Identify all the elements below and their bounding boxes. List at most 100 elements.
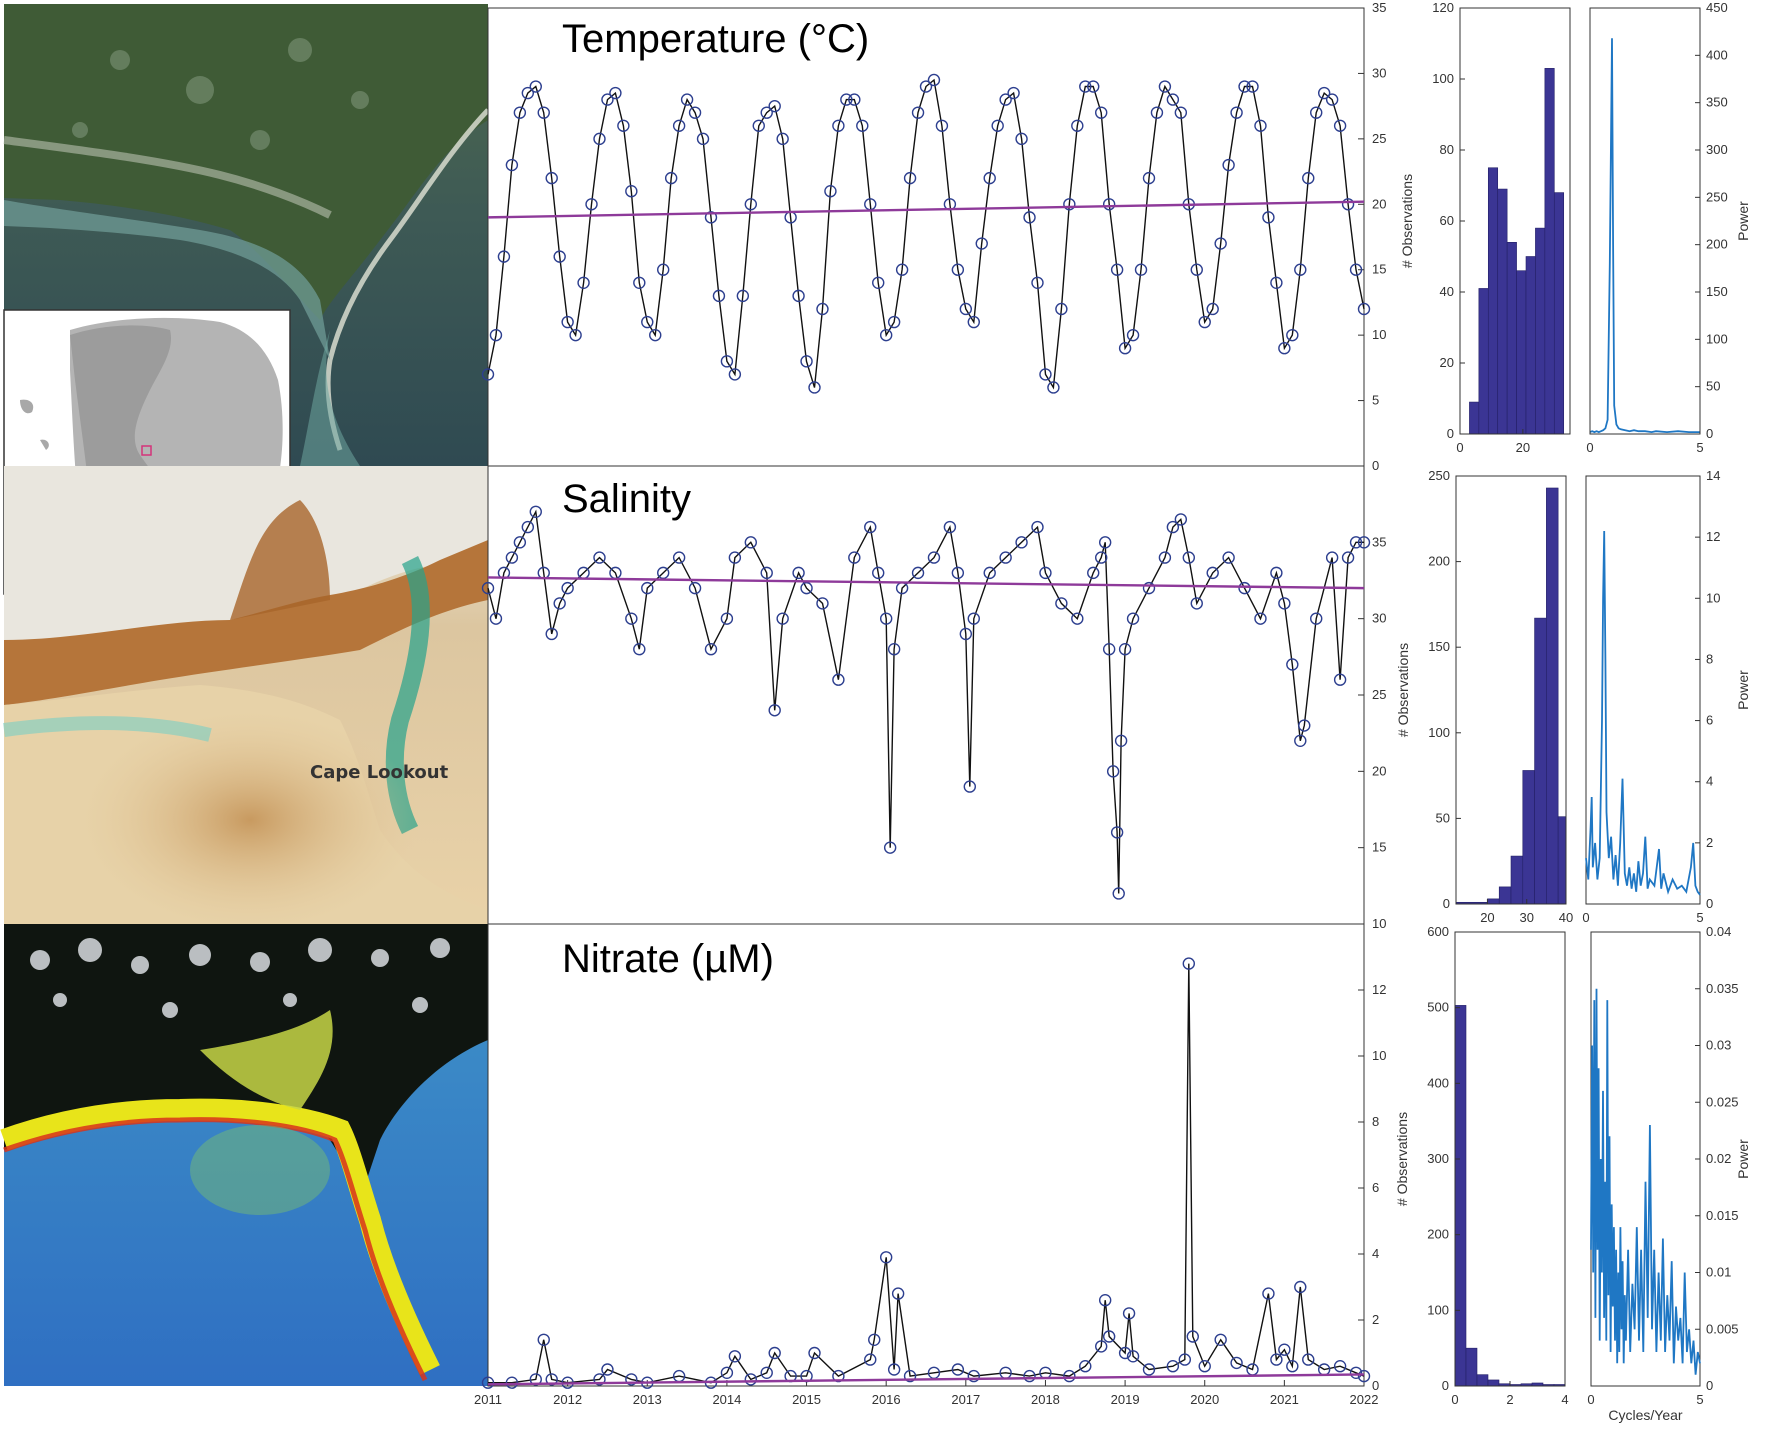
x-tick-label: 0 <box>1586 440 1593 455</box>
data-point <box>832 1369 845 1383</box>
data-point <box>760 566 773 580</box>
y-tick-label: 14 <box>1706 468 1720 483</box>
data-point <box>704 643 718 656</box>
y-tick-label: 0 <box>1443 896 1450 911</box>
data-point <box>1079 1359 1092 1373</box>
data-point <box>633 276 646 289</box>
data-point <box>808 381 821 394</box>
y-tick-label: 0 <box>1706 1378 1713 1393</box>
y-tick-label: 10 <box>1372 327 1386 342</box>
data-point <box>1031 276 1044 289</box>
data-point <box>521 86 535 100</box>
y-tick-label: 0.015 <box>1706 1208 1739 1223</box>
data-point <box>1118 643 1132 656</box>
panel-title: Temperature (°C) <box>562 17 869 61</box>
histogram-bar <box>1469 401 1480 435</box>
data-point <box>776 612 789 625</box>
data-point <box>1110 826 1124 839</box>
histogram-bar <box>1516 270 1527 435</box>
data-point <box>848 551 861 564</box>
x-tick-label: 40 <box>1559 910 1573 925</box>
data-point <box>720 1366 734 1380</box>
y-tick-label: 25 <box>1372 687 1386 702</box>
x-axis-label: Cycles/Year <box>1608 1407 1683 1423</box>
data-point <box>545 1373 558 1386</box>
data-point <box>513 106 527 119</box>
y-tick-label: 50 <box>1436 810 1450 825</box>
y-tick-label: 30 <box>1372 611 1386 626</box>
data-point <box>967 1369 980 1383</box>
y-tick-label: 30 <box>1372 65 1386 80</box>
x-tick-label: 30 <box>1519 910 1533 925</box>
data-point <box>1286 658 1299 671</box>
x-tick-label: 2014 <box>712 1392 741 1407</box>
y-tick-label: 300 <box>1427 1151 1449 1166</box>
data-point <box>1270 1353 1283 1366</box>
spectrum-line <box>1585 530 1701 896</box>
data-point <box>593 132 606 146</box>
data-point <box>919 80 933 93</box>
data-point <box>887 643 901 656</box>
data-point <box>1174 513 1188 526</box>
y-tick-label: 0.025 <box>1706 1094 1739 1109</box>
histogram-bar <box>1498 886 1512 905</box>
data-point <box>617 119 630 132</box>
x-tick-label: 2018 <box>1031 1392 1060 1407</box>
data-point <box>983 566 996 580</box>
y-tick-label: 100 <box>1428 725 1450 740</box>
data-point <box>999 93 1012 106</box>
data-point <box>1102 198 1116 211</box>
y-tick-label: 2 <box>1372 1312 1379 1327</box>
data-point <box>1039 368 1052 381</box>
y-tick-label: 100 <box>1432 71 1454 86</box>
y-tick-label: 0.035 <box>1706 981 1739 996</box>
y-tick-label: 0.03 <box>1706 1038 1731 1053</box>
y-tick-label: 400 <box>1427 1075 1449 1090</box>
data-point <box>1142 1363 1156 1376</box>
y-tick-label: 600 <box>1427 924 1449 939</box>
data-point <box>883 841 897 854</box>
data-point <box>633 643 646 656</box>
data-point <box>481 581 495 595</box>
data-point <box>1126 328 1140 342</box>
data-point <box>736 289 750 303</box>
data-point <box>816 597 829 610</box>
data-point <box>481 368 495 381</box>
panel-title: Salinity <box>562 477 691 521</box>
data-point <box>1294 263 1307 276</box>
salinity-timeseries: 10 15 20 25 30 35 Salinity <box>481 465 1386 931</box>
histogram-bar <box>1487 1379 1500 1387</box>
data-point <box>1198 1359 1211 1373</box>
trend-line <box>487 1373 1365 1386</box>
y-tick-label: 15 <box>1372 262 1386 277</box>
data-point <box>513 536 527 549</box>
data-point <box>1047 381 1060 394</box>
y-tick-label: 8 <box>1706 651 1713 666</box>
y-tick-label: 0.04 <box>1706 924 1731 939</box>
data-point <box>1278 1343 1291 1356</box>
y-tick-label: 0 <box>1372 458 1379 473</box>
y-tick-label: 0 <box>1372 1378 1379 1393</box>
data-point <box>1333 119 1347 132</box>
data-point <box>832 119 845 132</box>
x-tick-label: 2020 <box>1190 1392 1219 1407</box>
histogram-bar <box>1534 617 1547 905</box>
data-point <box>1166 520 1180 534</box>
data-point <box>1278 597 1291 610</box>
red-square-icon <box>141 445 152 456</box>
y-tick-label: 6 <box>1706 713 1713 728</box>
x-tick-label: 2016 <box>872 1392 901 1407</box>
data-point <box>1178 1353 1192 1366</box>
data-point <box>609 86 622 100</box>
data-point <box>1063 1369 1076 1383</box>
nitrate-timeseries: 0 2 4 6 8 10 12 2011 2012 2013 2014 2015 2016 2017 201… <box>474 923 1386 1407</box>
data-point <box>951 1363 965 1376</box>
data-point <box>1270 566 1283 580</box>
data-point <box>1254 612 1267 625</box>
data-point <box>601 93 614 106</box>
data-point <box>1071 119 1084 132</box>
data-point <box>1214 237 1227 250</box>
data-point <box>1357 536 1371 549</box>
data-point <box>760 1366 773 1380</box>
x-tick-label: 2011 <box>474 1392 502 1407</box>
